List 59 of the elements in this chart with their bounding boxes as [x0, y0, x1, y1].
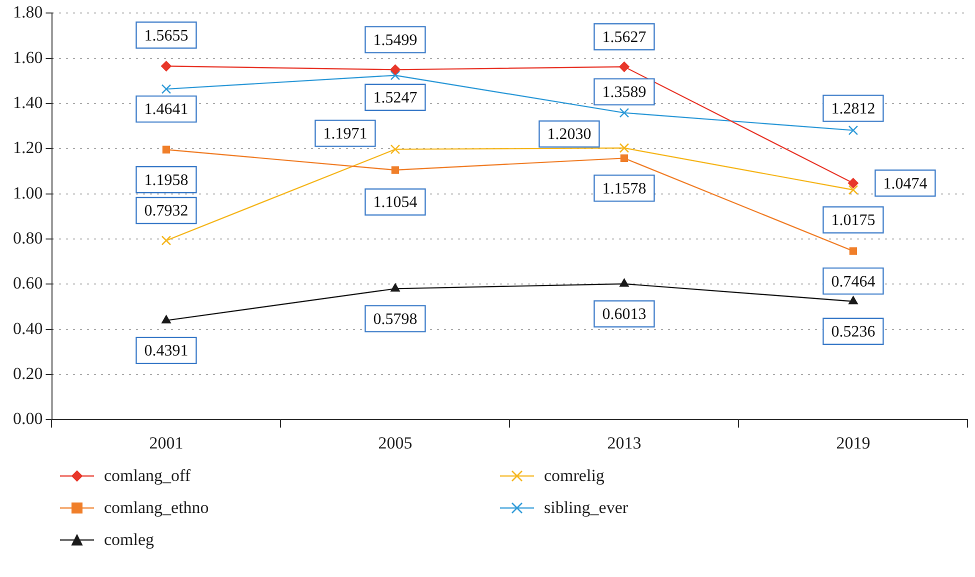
x-tick-label: 2013 [607, 433, 642, 452]
data-label: 1.5247 [373, 90, 418, 107]
data-label: 0.7932 [144, 202, 188, 220]
y-tick-label: 0.20 [13, 364, 43, 383]
point [161, 60, 172, 72]
point [161, 236, 172, 246]
data-label: 0.5236 [831, 324, 876, 341]
point [390, 284, 400, 292]
y-tick-label: 0.60 [13, 274, 43, 293]
point [619, 108, 630, 118]
point [848, 125, 858, 136]
y-tick-label: 1.60 [13, 48, 43, 67]
point [391, 166, 400, 174]
y-tick-label: 1.80 [13, 2, 43, 22]
data-label: 1.3589 [602, 84, 646, 101]
x-tick-label: 2019 [836, 433, 870, 452]
y-tick-label: 0.80 [13, 228, 43, 248]
legend-label: sibling_ever [544, 498, 628, 518]
y-tick-label: 1.00 [13, 183, 43, 202]
point [619, 143, 630, 153]
legend-label: comleg [104, 530, 154, 550]
point [848, 178, 858, 188]
y-tick-label: 0.00 [13, 409, 43, 428]
point [390, 70, 400, 80]
legend-label: comrelig [544, 466, 604, 486]
point [390, 144, 400, 154]
point [848, 296, 858, 304]
point [162, 315, 171, 324]
x-tick-label: 2005 [378, 433, 412, 452]
data-label: 1.5627 [602, 28, 646, 46]
x-tick-label: 2001 [149, 433, 184, 452]
legend-label: comlang_ethno [104, 498, 209, 518]
data-label: 0.4391 [144, 342, 188, 360]
point [848, 184, 858, 195]
data-label: 1.0175 [831, 212, 876, 230]
legend-label: comlang_off [104, 466, 191, 486]
data-label: 0.6013 [602, 306, 646, 324]
point [849, 247, 858, 255]
y-tick-label: 1.40 [13, 92, 43, 112]
data-label: 0.7464 [831, 273, 876, 290]
data-label: 1.1958 [144, 172, 188, 189]
data-label: 1.1971 [323, 126, 368, 143]
data-label: 1.4641 [144, 101, 188, 118]
point [162, 146, 170, 154]
data-label: 1.2030 [547, 126, 592, 144]
data-label: 1.5499 [373, 32, 418, 49]
y-tick-label: 0.40 [13, 318, 43, 338]
point [161, 84, 172, 94]
data-label: 1.1578 [602, 180, 646, 198]
point [619, 62, 630, 72]
point [620, 278, 629, 287]
point [620, 154, 628, 162]
point [390, 64, 400, 75]
data-label: 0.5798 [373, 310, 418, 328]
data-label: 1.5655 [144, 27, 188, 44]
data-label: 1.0474 [883, 175, 928, 192]
data-label: 1.1054 [373, 194, 418, 212]
y-tick-label: 1.20 [13, 138, 43, 158]
data-label: 1.2812 [831, 100, 876, 118]
